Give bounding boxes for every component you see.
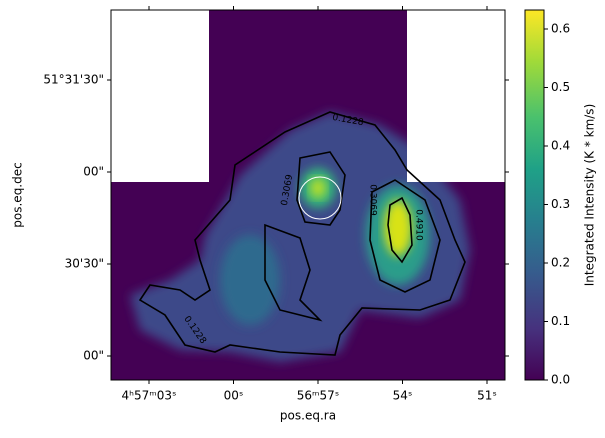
colorbar — [524, 9, 545, 381]
colorbar-tick-label: 0.0 — [551, 373, 570, 387]
beam-circle — [298, 176, 342, 220]
colorbar-tick-label: 0.6 — [551, 22, 570, 36]
blank-region — [407, 10, 505, 182]
x-tick-label: 00ˢ — [224, 389, 244, 403]
colorbar-label: Integrated Intensity (K * km/s) — [583, 104, 597, 287]
contour-label: 0.3069 — [368, 184, 378, 216]
y-tick-label: 00" — [83, 165, 104, 179]
intensity-map: 0.1228 0.1228 0.3069 0.3069 0.4910 — [111, 10, 505, 380]
emission-peak — [310, 178, 326, 198]
contour-line — [387, 196, 413, 264]
emission-region — [130, 112, 470, 362]
colorbar-tick-label: 0.5 — [551, 80, 570, 94]
x-tick-label: 54ˢ — [393, 389, 413, 403]
contour-line — [138, 111, 466, 356]
blank-region — [111, 10, 209, 182]
contour-label: 0.4910 — [414, 209, 424, 241]
x-tick-label: 4ʰ57ᵐ03ˢ — [122, 389, 177, 403]
plot-frame — [110, 9, 506, 381]
x-axis-label: pos.eq.ra — [280, 409, 336, 423]
colorbar-tick-label: 0.1 — [551, 314, 570, 328]
y-tick-label: 51°31'30" — [43, 73, 104, 87]
x-tick-label: 51ˢ — [477, 389, 497, 403]
y-tick-label: 30'30" — [65, 257, 104, 271]
contour-line — [296, 151, 441, 293]
emission-region — [220, 235, 280, 325]
colorbar-tick-label: 0.3 — [551, 197, 570, 211]
colorbar-tick-label: 0.4 — [551, 139, 570, 153]
colorbar-tick-label: 0.2 — [551, 256, 570, 270]
y-tick-label: 00" — [83, 349, 104, 363]
x-tick-label: 56ᵐ57ˢ — [297, 389, 340, 403]
y-axis-label: pos.eq.dec — [11, 162, 25, 227]
